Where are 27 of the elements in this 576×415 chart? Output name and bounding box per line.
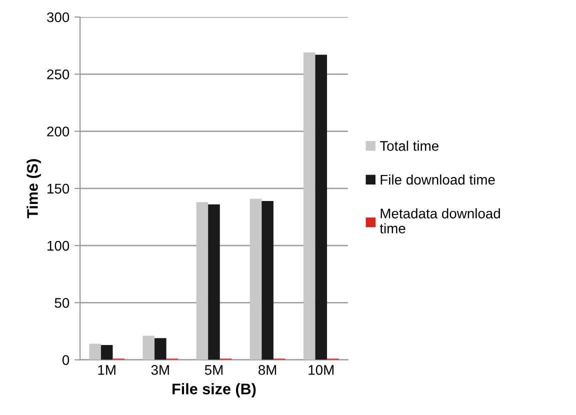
bar (100, 344, 113, 360)
bar (262, 200, 274, 360)
y-tick-label: 150 (48, 184, 70, 194)
bar (154, 338, 166, 360)
x-tick-label: 3M (151, 365, 169, 375)
y-tick-label: 250 (47, 69, 70, 80)
x-tick-label: 10M (308, 365, 334, 375)
y-axis-title: Time (S) (26, 159, 41, 218)
y-tick-label: 200 (47, 126, 70, 136)
legend-label: Total time (380, 140, 438, 151)
bar (250, 198, 262, 360)
bar (303, 52, 316, 360)
x-tick-label: 1M (98, 365, 116, 375)
y-tick-label: 300 (47, 12, 70, 22)
y-tick-label: 50 (54, 298, 70, 308)
x-tick-label: 5M (204, 365, 222, 375)
bar (89, 344, 101, 360)
x-axis-title: File size (B) (172, 383, 256, 398)
bar (315, 54, 328, 360)
bar (196, 202, 208, 360)
bar (142, 336, 155, 360)
legend-label: Metadata download time (380, 208, 500, 234)
bar (208, 204, 220, 360)
x-tick-label: 8M (258, 365, 276, 375)
legend-label: File download time (380, 174, 495, 185)
y-tick-label: 100 (48, 240, 70, 251)
y-tick-label: 0 (62, 355, 70, 365)
